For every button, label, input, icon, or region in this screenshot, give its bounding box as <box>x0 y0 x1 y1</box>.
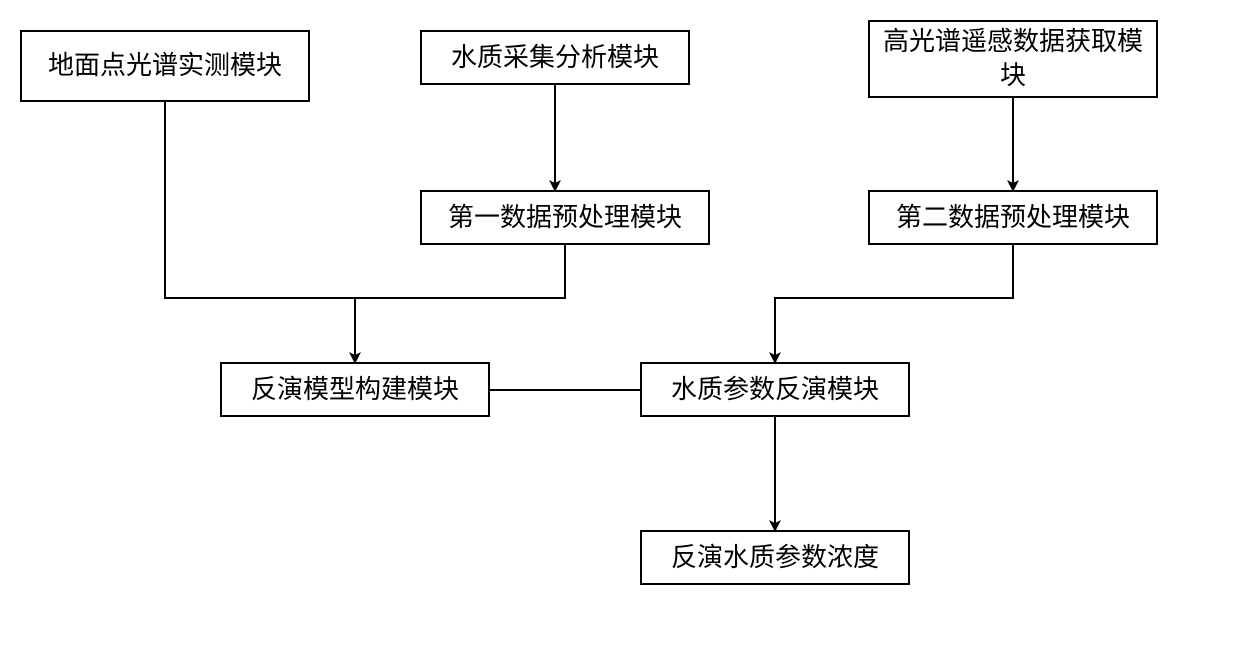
node-label: 地面点光谱实测模块 <box>48 49 282 83</box>
node-label: 第二数据预处理模块 <box>896 201 1130 235</box>
node-label: 高光谱遥感数据获取模块 <box>878 25 1148 93</box>
edge-prep2-to-param <box>775 245 1013 362</box>
edge-ground-to-model <box>165 102 355 362</box>
node-output-conc: 反演水质参数浓度 <box>640 530 910 585</box>
node-preprocess1: 第一数据预处理模块 <box>420 190 710 245</box>
node-label: 水质参数反演模块 <box>671 373 879 407</box>
node-preprocess2: 第二数据预处理模块 <box>868 190 1158 245</box>
node-label: 反演水质参数浓度 <box>671 541 879 575</box>
node-hyperspectral: 高光谱遥感数据获取模块 <box>868 20 1158 98</box>
node-label: 反演模型构建模块 <box>251 373 459 407</box>
node-param-inversion: 水质参数反演模块 <box>640 362 910 417</box>
node-ground-spectrum: 地面点光谱实测模块 <box>20 30 310 102</box>
node-label: 水质采集分析模块 <box>451 41 659 75</box>
node-water-collect: 水质采集分析模块 <box>420 30 690 85</box>
node-model-build: 反演模型构建模块 <box>220 362 490 417</box>
node-label: 第一数据预处理模块 <box>448 201 682 235</box>
edge-prep1-to-model <box>355 245 565 298</box>
